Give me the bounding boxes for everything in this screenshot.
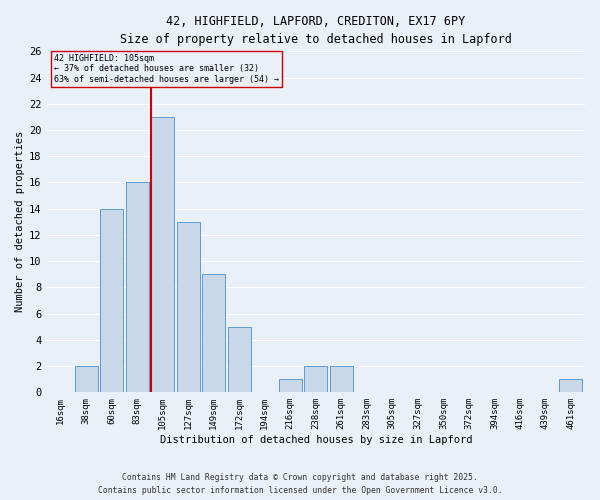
Bar: [74, 366, 98, 392]
Bar: [151, 117, 174, 392]
Bar: [228, 327, 251, 392]
Bar: [125, 182, 149, 392]
Bar: [330, 366, 353, 392]
Text: 42 HIGHFIELD: 105sqm
← 37% of detached houses are smaller (32)
63% of semi-detac: 42 HIGHFIELD: 105sqm ← 37% of detached h…: [54, 54, 279, 84]
Bar: [100, 208, 123, 392]
Bar: [176, 222, 200, 392]
Y-axis label: Number of detached properties: Number of detached properties: [15, 131, 25, 312]
Title: 42, HIGHFIELD, LAPFORD, CREDITON, EX17 6PY
Size of property relative to detached: 42, HIGHFIELD, LAPFORD, CREDITON, EX17 6…: [120, 15, 512, 46]
Bar: [279, 379, 302, 392]
Bar: [559, 379, 583, 392]
Bar: [304, 366, 327, 392]
Bar: [202, 274, 225, 392]
X-axis label: Distribution of detached houses by size in Lapford: Distribution of detached houses by size …: [160, 435, 472, 445]
Text: Contains HM Land Registry data © Crown copyright and database right 2025.
Contai: Contains HM Land Registry data © Crown c…: [98, 474, 502, 495]
